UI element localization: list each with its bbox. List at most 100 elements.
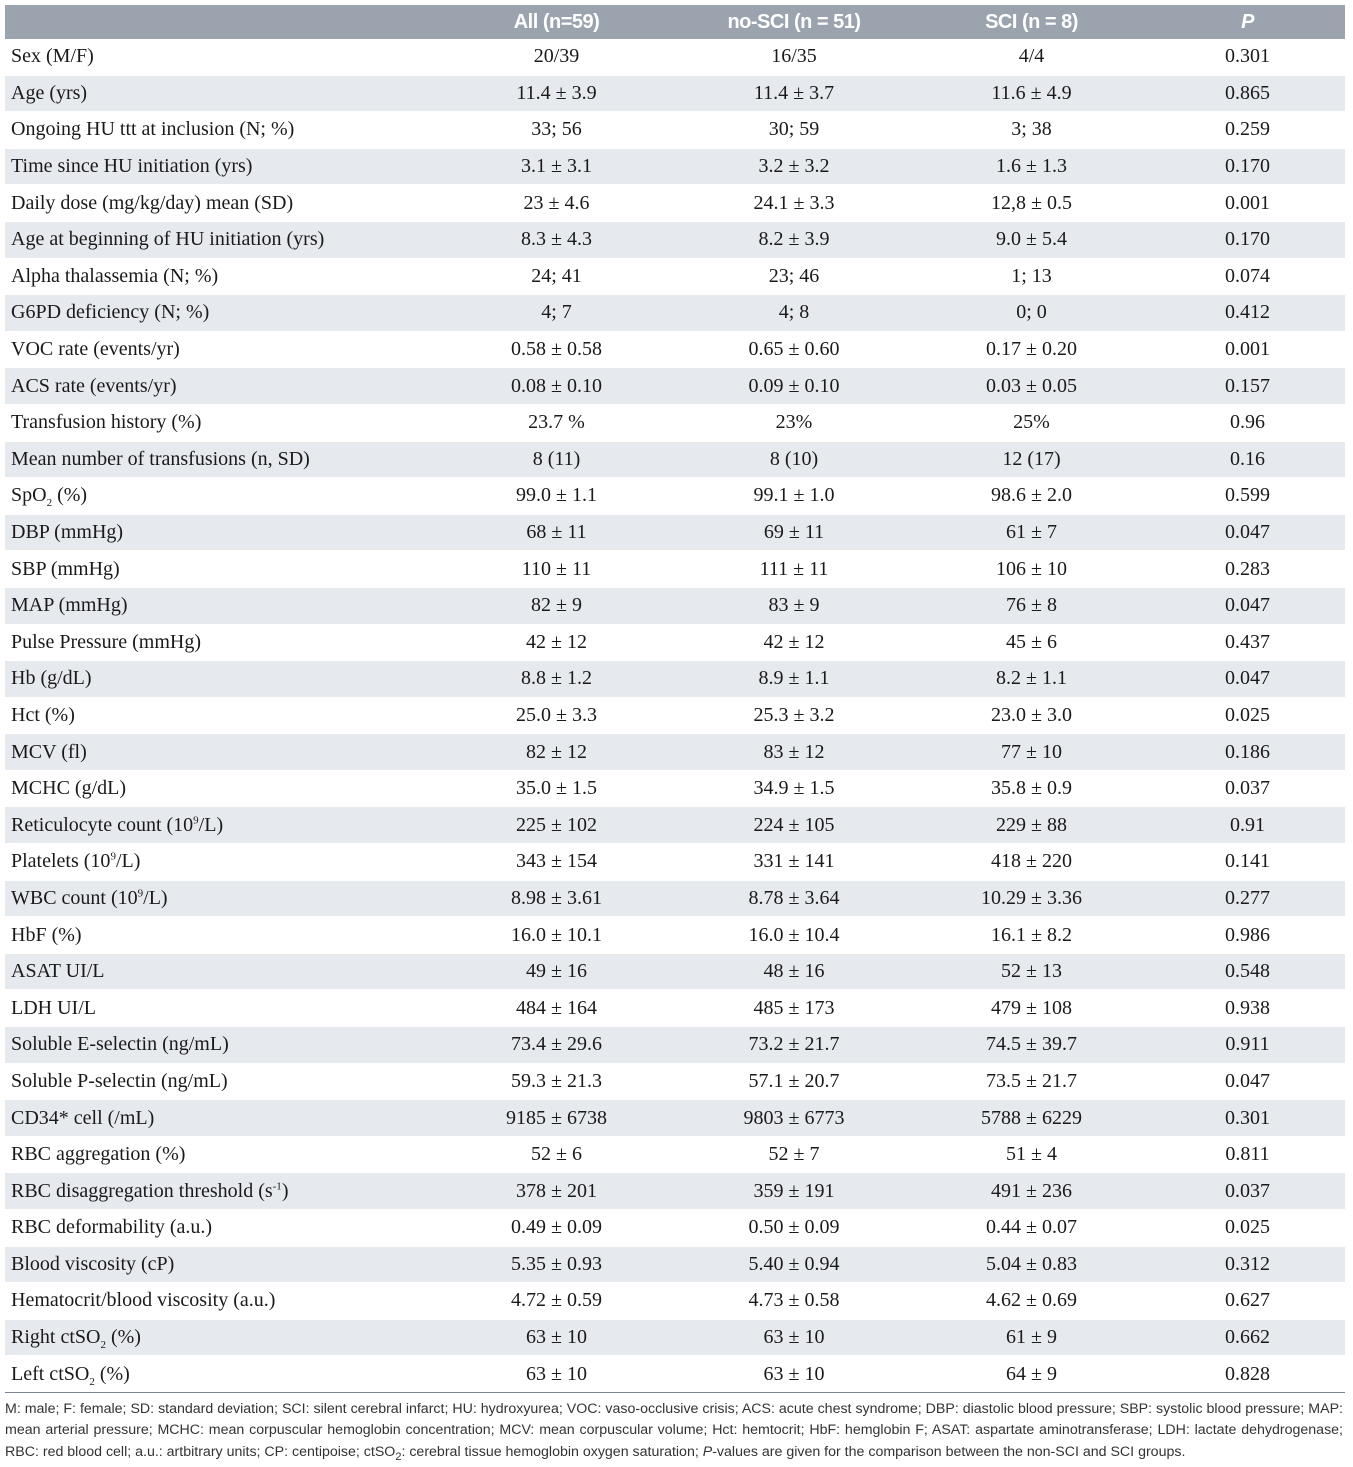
cell-p: 0.259 <box>1150 111 1345 149</box>
table-row: HbF (%) 16.0 ± 10.1 16.0 ± 10.4 16.1 ± 8.2 0… <box>5 916 1345 954</box>
cell-p: 0.627 <box>1150 1282 1345 1320</box>
table-row: Mean number of transfusions (n, SD) 8 (11… <box>5 441 1345 479</box>
table-header: All (n=59) no-SCI (n = 51) SCI (n = 8) P <box>5 5 1345 39</box>
cell-no-sci: 111 ± 11 <box>675 550 913 588</box>
table-row: WBC count (109/L) 8.98 ± 3.61 8.78 ± 3.64 1… <box>5 880 1345 918</box>
table-row: RBC disaggregation threshold (s-1) 378 ± … <box>5 1172 1345 1210</box>
row-label-text: Reticulocyte count (10 <box>11 813 194 836</box>
table-row: Hematocrit/blood viscosity (a.u.) 4.72 ± … <box>5 1282 1345 1320</box>
cell-p: 0.312 <box>1150 1246 1345 1284</box>
cell-no-sci: 359 ± 191 <box>675 1172 913 1210</box>
row-label: SpO2 (%) <box>5 477 438 515</box>
cell-all: 23 ± 4.6 <box>438 184 675 222</box>
cell-sci: 418 ± 220 <box>913 843 1150 881</box>
cell-sci: 0.44 ± 0.07 <box>913 1209 1150 1247</box>
cell-p: 0.599 <box>1150 477 1345 515</box>
cell-sci: 229 ± 88 <box>913 806 1150 845</box>
row-label-text: (%) <box>105 1326 141 1349</box>
row-label: Platelets (109/L) <box>5 843 438 881</box>
cell-all: 0.08 ± 0.10 <box>438 367 675 405</box>
cell-all: 20/39 <box>438 39 675 76</box>
cell-all: 343 ± 154 <box>438 843 675 881</box>
table-row: Soluble E-selectin (ng/mL) 73.4 ± 29.6 73.… <box>5 1026 1345 1064</box>
cell-all: 42 ± 12 <box>438 624 675 662</box>
cell-all: 59.3 ± 21.3 <box>438 1063 675 1101</box>
cell-sci: 76 ± 8 <box>913 587 1150 625</box>
row-label-superscript: 9 <box>137 887 144 900</box>
cell-all: 35.0 ± 1.5 <box>438 770 675 808</box>
cell-p: 0.662 <box>1150 1319 1345 1357</box>
cell-sci: 74.5 ± 39.7 <box>913 1026 1150 1064</box>
row-label: ASAT UI/L <box>5 953 438 991</box>
row-label: CD34* cell (/mL) <box>5 1099 438 1137</box>
row-label: Reticulocyte count (109/L) <box>5 806 438 845</box>
header-sci: SCI (n = 8) <box>913 5 1150 39</box>
cell-all: 99.0 ± 1.1 <box>438 477 675 515</box>
cell-no-sci: 4; 8 <box>675 294 913 332</box>
cell-sci: 77 ± 10 <box>913 733 1150 771</box>
row-label: Mean number of transfusions (n, SD) <box>5 441 438 479</box>
row-label: VOC rate (events/yr) <box>5 331 438 369</box>
footnote: M: male; F: female; SD: standard deviati… <box>5 1399 1345 1464</box>
cell-no-sci: 9803 ± 6773 <box>675 1099 913 1137</box>
cell-sci: 0; 0 <box>913 294 1150 332</box>
cell-all: 52 ± 6 <box>438 1136 675 1174</box>
cell-sci: 1.6 ± 1.3 <box>913 148 1150 186</box>
table-row: Age at beginning of HU initiation (yrs) 8… <box>5 221 1345 259</box>
cell-sci: 5788 ± 6229 <box>913 1099 1150 1137</box>
cell-no-sci: 8 (10) <box>675 441 913 479</box>
row-label: Right ctSO2 (%) <box>5 1319 438 1357</box>
row-label-text: Right ctSO <box>11 1326 101 1349</box>
cell-p: 0.811 <box>1150 1136 1345 1174</box>
cell-no-sci: 30; 59 <box>675 111 913 149</box>
cell-sci: 10.29 ± 3.36 <box>913 880 1150 918</box>
cell-all: 63 ± 10 <box>438 1319 675 1357</box>
header-all: All (n=59) <box>438 5 675 39</box>
cell-p: 0.001 <box>1150 184 1345 222</box>
cell-all: 0.58 ± 0.58 <box>438 331 675 369</box>
cell-p: 0.283 <box>1150 550 1345 588</box>
row-label: HbF (%) <box>5 916 438 954</box>
cell-p: 0.412 <box>1150 294 1345 332</box>
cell-all: 9185 ± 6738 <box>438 1099 675 1137</box>
cell-all: 16.0 ± 10.1 <box>438 916 675 954</box>
cell-all: 23.7 % <box>438 404 675 442</box>
cell-no-sci: 25.3 ± 3.2 <box>675 697 913 735</box>
row-label: Daily dose (mg/kg/day) mean (SD) <box>5 184 438 222</box>
cell-sci: 9.0 ± 5.4 <box>913 221 1150 259</box>
row-label: Time since HU initiation (yrs) <box>5 148 438 186</box>
cell-no-sci: 0.50 ± 0.09 <box>675 1209 913 1247</box>
cell-sci: 479 ± 108 <box>913 989 1150 1028</box>
table-body: Sex (M/F) 20/39 16/35 4/4 0.301 Age (yrs) 11.4… <box>5 39 1345 1393</box>
footnote-part3: -values are given for the comparison bet… <box>712 1443 1186 1460</box>
cell-p: 0.074 <box>1150 258 1345 296</box>
row-label: Pulse Pressure (mmHg) <box>5 624 438 662</box>
table-row: MCHC (g/dL) 35.0 ± 1.5 34.9 ± 1.5 35.8 ± 0.… <box>5 770 1345 808</box>
cell-sci: 35.8 ± 0.9 <box>913 770 1150 808</box>
row-label-text: WBC count (10 <box>11 886 138 909</box>
cell-no-sci: 42 ± 12 <box>675 624 913 662</box>
row-label: RBC aggregation (%) <box>5 1136 438 1174</box>
cell-no-sci: 73.2 ± 21.7 <box>675 1026 913 1064</box>
row-label-subscript: 2 <box>100 1339 106 1352</box>
table-row: Daily dose (mg/kg/day) mean (SD) 23 ± 4.6… <box>5 184 1345 222</box>
cell-all: 8 (11) <box>438 441 675 479</box>
table-row: SpO2 (%) 99.0 ± 1.1 99.1 ± 1.0 98.6 ± 2.0 0.… <box>5 477 1345 515</box>
table-container: All (n=59) no-SCI (n = 51) SCI (n = 8) P… <box>5 5 1345 1463</box>
cell-all: 4.72 ± 0.59 <box>438 1282 675 1320</box>
cell-no-sci: 485 ± 173 <box>675 989 913 1028</box>
cell-all: 11.4 ± 3.9 <box>438 75 675 113</box>
row-label-text: (%) <box>52 484 88 507</box>
table-row: SBP (mmHg) 110 ± 11 111 ± 11 106 ± 10 0.283 <box>5 550 1345 588</box>
cell-no-sci: 83 ± 9 <box>675 587 913 625</box>
row-label: Hct (%) <box>5 697 438 735</box>
cell-no-sci: 83 ± 12 <box>675 733 913 771</box>
cell-sci: 5.04 ± 0.83 <box>913 1246 1150 1284</box>
table-row: Pulse Pressure (mmHg) 42 ± 12 42 ± 12 45 ± … <box>5 624 1345 662</box>
cell-sci: 12,8 ± 0.5 <box>913 184 1150 222</box>
header-label-col <box>5 5 438 39</box>
cell-sci: 73.5 ± 21.7 <box>913 1063 1150 1101</box>
cell-all: 73.4 ± 29.6 <box>438 1026 675 1064</box>
cell-all: 8.3 ± 4.3 <box>438 221 675 259</box>
cell-sci: 45 ± 6 <box>913 624 1150 662</box>
